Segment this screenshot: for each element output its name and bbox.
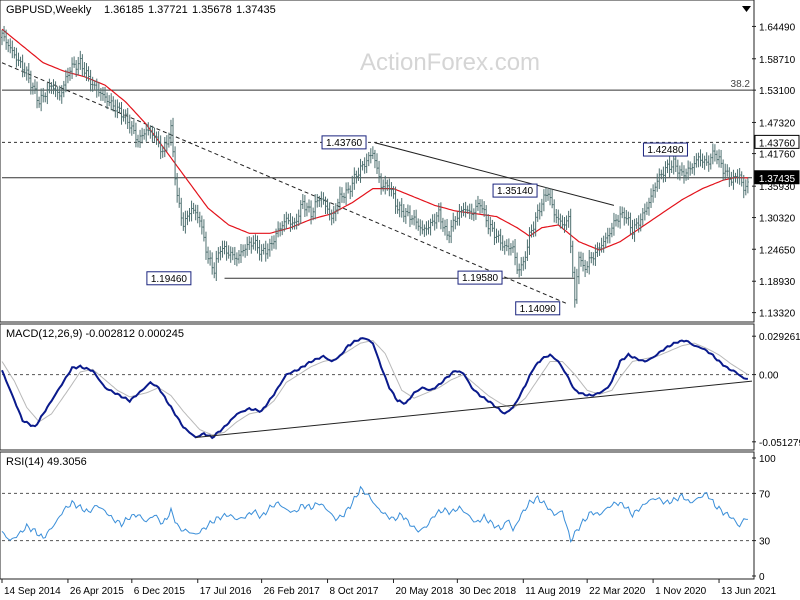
x-tick-label: 8 Oct 2017 — [330, 586, 379, 597]
moving-average-line — [1, 28, 748, 251]
macd-signal-line — [1, 339, 749, 436]
macd-panel: MACD(12,26,9) -0.002812 0.000245 0.02926… — [0, 323, 800, 451]
price-y-tick-label: 1.41760 — [759, 150, 796, 161]
price-annotation-box — [321, 135, 367, 150]
trendline — [374, 142, 615, 206]
watermark: ActionForex.com — [360, 49, 540, 76]
x-tick-label: 6 Dec 2015 — [134, 586, 186, 597]
x-tick-label: 30 Dec 2018 — [459, 586, 516, 597]
price-ohlc-values: 1.36185 1.37721 1.35678 1.37435 — [104, 4, 276, 16]
price-y-tick-label: 1.58710 — [759, 55, 796, 66]
rsi-y-tick-label: 70 — [759, 489, 771, 500]
price-annotation-label: 1.19580 — [462, 273, 499, 284]
rsi-title: RSI(14) 49.3056 — [6, 456, 87, 468]
price-annotation-box — [642, 142, 688, 157]
price-annotation-label: 1.19460 — [151, 274, 188, 285]
price-reference-lines: 38.2 — [2, 79, 752, 279]
rsi-y-tick-label: 100 — [759, 454, 776, 465]
macd-y-tick-label: 0.029261 — [759, 332, 800, 343]
price-marker-box — [754, 170, 800, 185]
price-y-tick-label: 1.30320 — [759, 214, 796, 225]
price-annotation-label: 1.35140 — [497, 186, 534, 197]
moving-average — [1, 28, 748, 251]
x-tick-label: 17 Jul 2016 — [200, 586, 252, 597]
price-panel-title: GBPUSD,Weekly — [6, 4, 92, 16]
rsi-y-tick-label: 30 — [759, 537, 771, 548]
price-y-axis: 1.64490 1.58710 1.53100 1.47320 1.41760 1.359… — [752, 22, 800, 320]
price-marker-box — [754, 134, 800, 149]
macd-y-tick-label: 0.00 — [759, 371, 779, 382]
x-tick-label: 14 Sep 2014 — [4, 586, 61, 597]
x-tick-label: 22 Mar 2020 — [589, 586, 646, 597]
rsi-y-axis: 100 70 30 0 — [752, 454, 776, 583]
price-marker-label: 1.43760 — [759, 138, 796, 149]
price-annotation-box — [457, 270, 503, 285]
x-axis: 14 Sep 2014 26 Apr 2015 6 Dec 2015 17 Jul 2… — [1, 579, 777, 597]
price-y-tick-label: 1.47320 — [759, 118, 796, 129]
price-annotation-label: 1.14090 — [520, 304, 557, 315]
fib-level-label: 38.2 — [731, 79, 751, 90]
ohlc-high: 1.37721 — [148, 4, 188, 16]
price-y-tick-label: 1.35930 — [759, 182, 796, 193]
price-annotation-box — [146, 271, 192, 286]
price-y-tick-label: 1.13320 — [759, 309, 796, 320]
price-trendlines — [1, 62, 615, 305]
rsi-panel: RSI(14) 49.3056 100 70 30 0 — [0, 451, 776, 583]
price-y-tick-label: 1.64490 — [759, 22, 796, 33]
ohlc-low: 1.35678 — [192, 4, 232, 16]
price-marker-label: 1.37435 — [759, 174, 796, 185]
price-annotation-label: 1.43760 — [326, 138, 363, 149]
x-tick-label: 26 Apr 2015 — [70, 586, 124, 597]
macd-trendline — [195, 380, 753, 439]
macd-y-tick-label: -0.051279 — [759, 438, 800, 449]
price-panel: ActionForex.com GBPUSD,Weekly 1.36185 1.… — [0, 0, 800, 323]
x-tick-label: 13 Jun 2021 — [721, 586, 776, 597]
price-annotation-label: 1.42480 — [647, 145, 684, 156]
collapse-triangle-icon[interactable] — [742, 6, 751, 12]
price-annotation-box — [492, 183, 538, 198]
rsi-y-tick-label: 0 — [759, 572, 765, 583]
macd-y-axis: 0.029261 0.00 -0.051279 — [752, 332, 800, 449]
rsi-lines — [1, 485, 752, 543]
price-y-tick-label: 1.24650 — [759, 245, 796, 256]
trendline — [1, 62, 569, 305]
macd-line — [1, 337, 748, 440]
x-tick-label: 26 Feb 2017 — [264, 586, 321, 597]
macd-lines — [1, 337, 753, 440]
price-annotations: 1.43760 1.42480 1.35140 1.19460 1.19580 1.140… — [146, 135, 688, 316]
price-y-tick-label: 1.53100 — [759, 86, 796, 97]
x-tick-label: 11 Aug 2019 — [525, 586, 581, 597]
price-annotation-box — [515, 301, 561, 316]
rsi-panel-frame — [0, 451, 755, 580]
x-tick-label: 20 May 2018 — [395, 586, 453, 597]
price-series — [1, 25, 749, 308]
price-y-tick-label: 1.18930 — [759, 277, 796, 288]
macd-title: MACD(12,26,9) -0.002812 0.000245 — [6, 328, 184, 340]
x-tick-label: 1 Nov 2020 — [655, 586, 707, 597]
ohlc-open: 1.36185 — [104, 4, 144, 16]
rsi-line — [1, 485, 748, 543]
ohlc-close: 1.37435 — [236, 4, 276, 16]
